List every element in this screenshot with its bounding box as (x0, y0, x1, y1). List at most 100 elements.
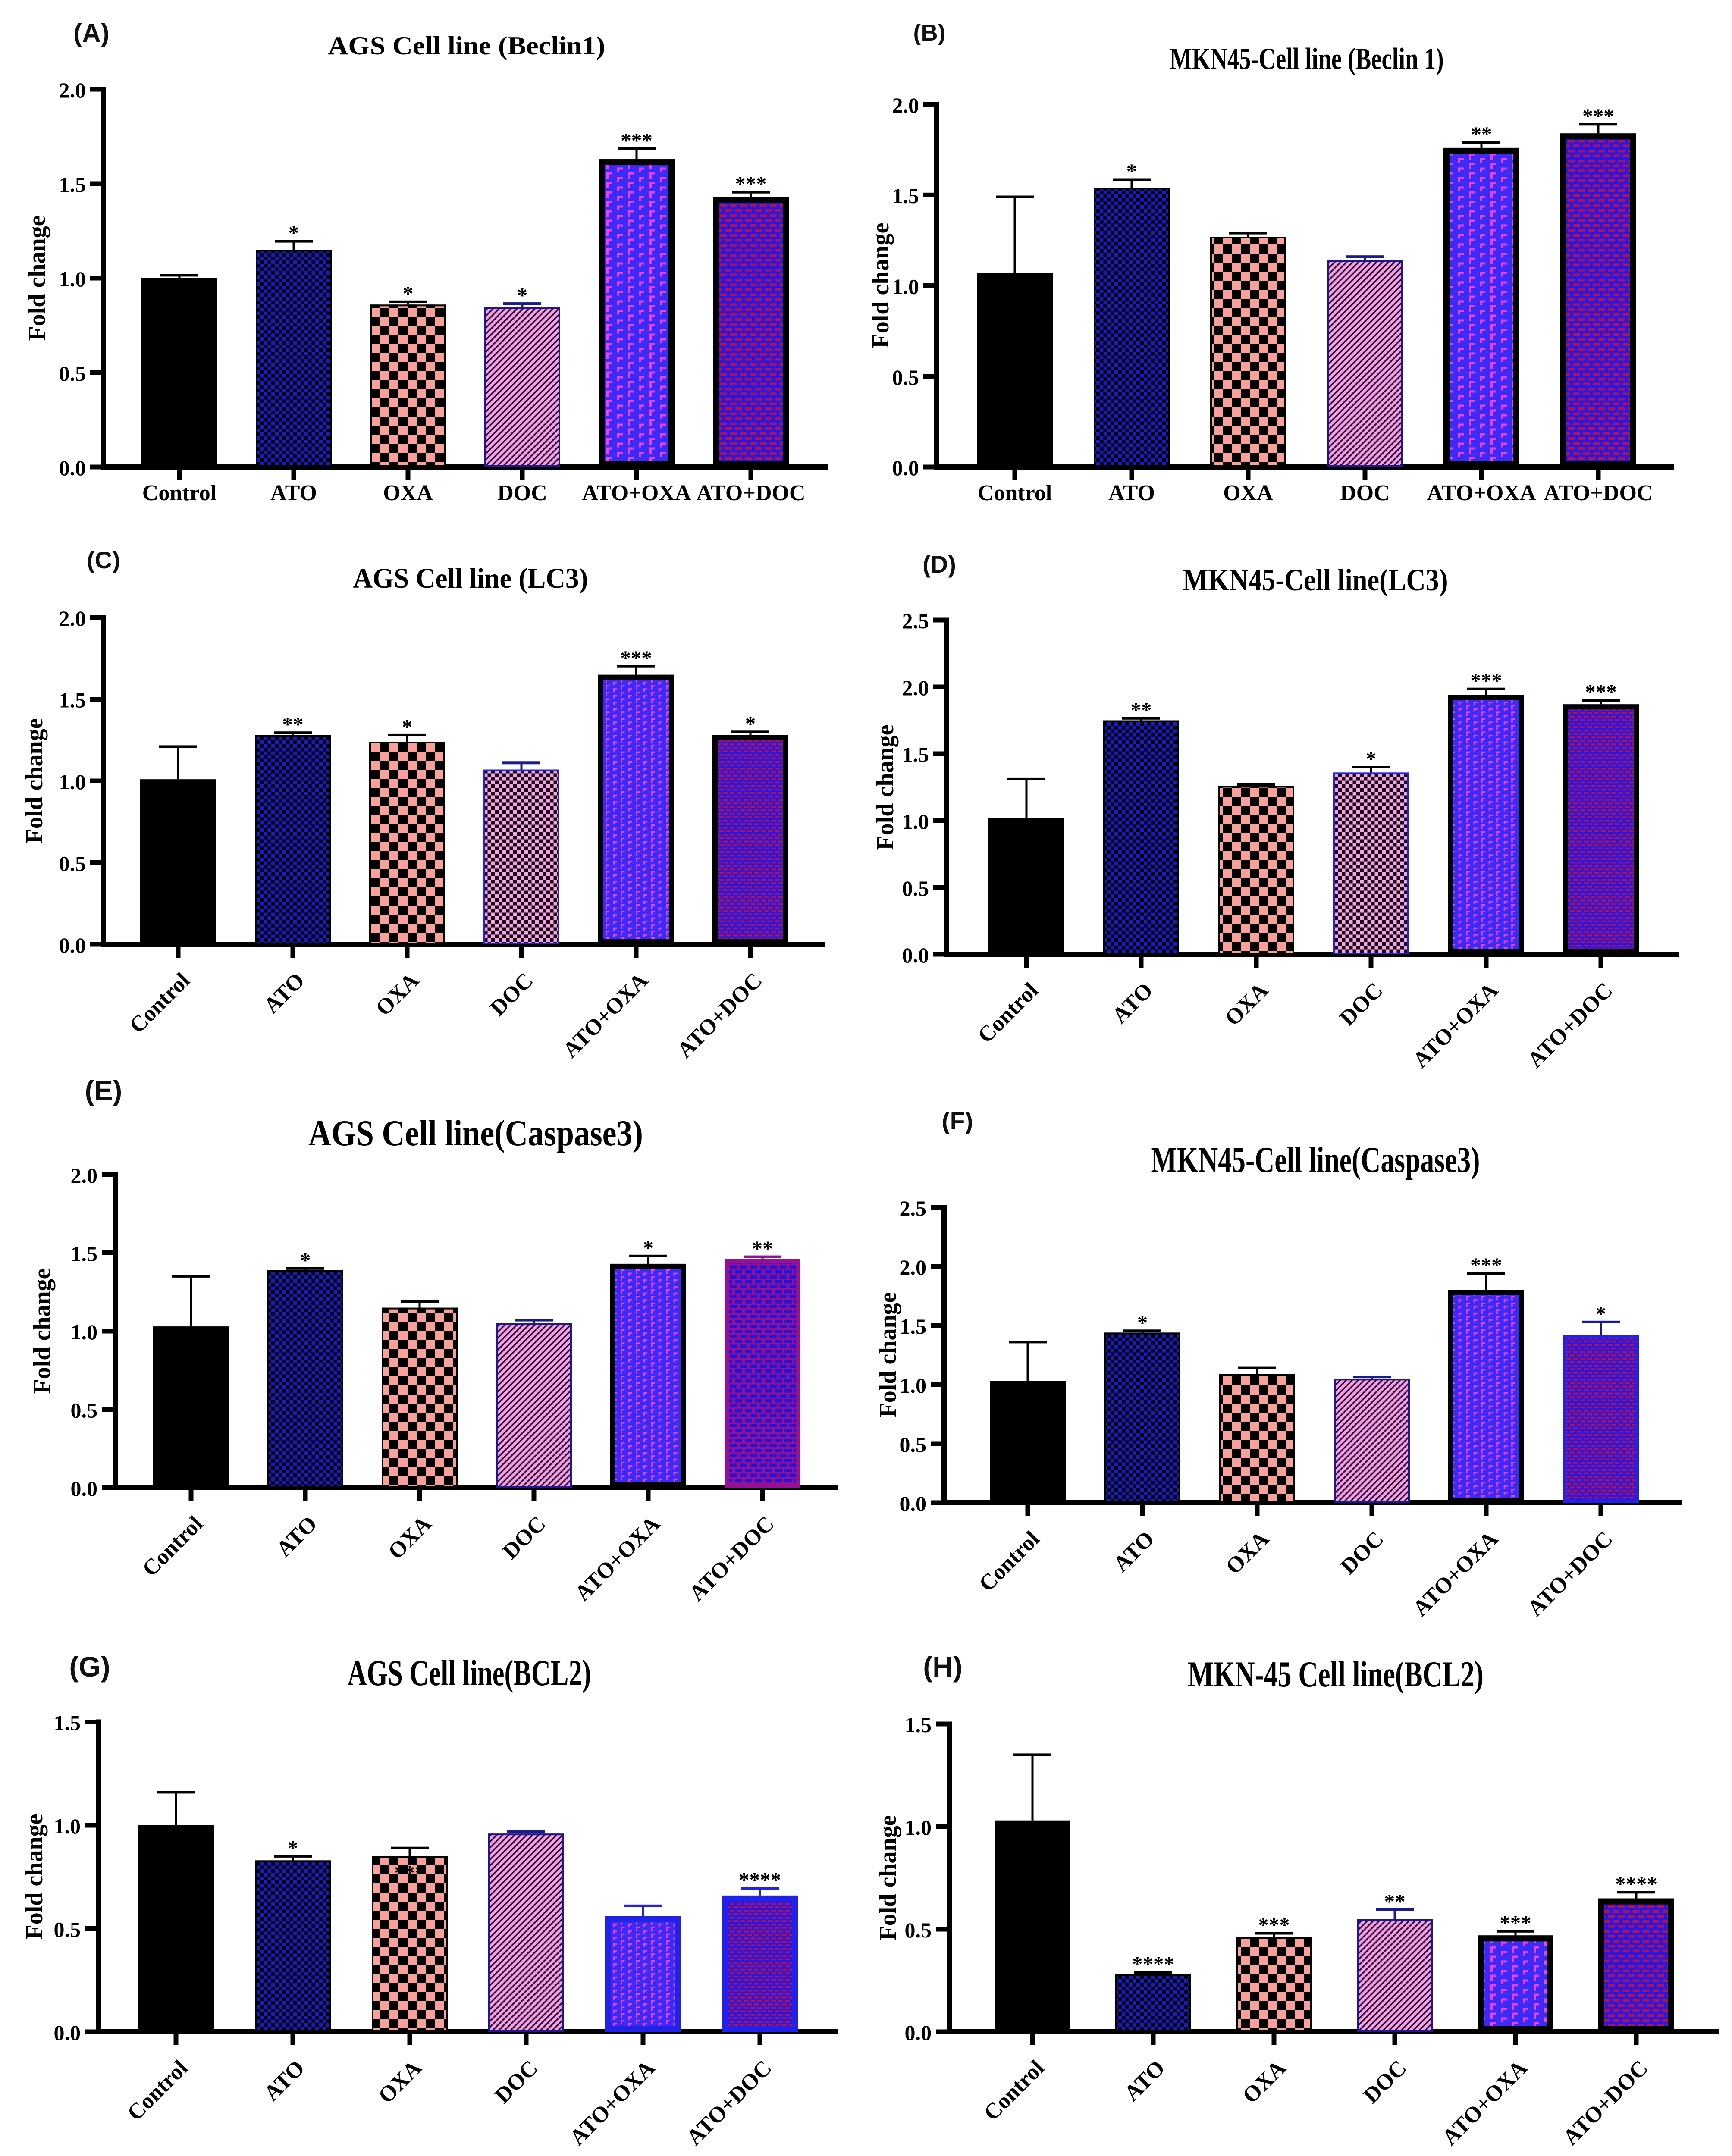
svg-text:1.5: 1.5 (905, 1713, 932, 1737)
svg-text:ATO+DOC: ATO+DOC (1544, 481, 1653, 505)
svg-text:0.5: 0.5 (71, 1398, 98, 1423)
svg-text:ATO+OXA: ATO+OXA (582, 481, 691, 505)
svg-text:2.5: 2.5 (902, 609, 929, 633)
svg-text:**: ** (282, 712, 304, 736)
svg-text:1.0: 1.0 (902, 809, 929, 834)
svg-text:0.5: 0.5 (59, 852, 86, 876)
svg-text:***: *** (1470, 669, 1502, 693)
svg-text:***: *** (1500, 1911, 1531, 1935)
svg-text:1.0: 1.0 (59, 267, 86, 291)
svg-text:0.0: 0.0 (59, 456, 86, 480)
svg-text:DOC: DOC (1340, 481, 1390, 505)
svg-text:****: **** (1132, 1952, 1174, 1976)
svg-text:0.0: 0.0 (902, 943, 929, 967)
svg-text:*: * (517, 283, 528, 307)
svg-text:2.0: 2.0 (900, 1255, 927, 1279)
svg-text:DOC: DOC (497, 481, 547, 505)
svg-text:*: * (289, 221, 299, 245)
svg-text:(C): (C) (87, 546, 120, 573)
svg-text:1.5: 1.5 (902, 743, 929, 767)
svg-text:AGS Cell line(Caspase3): AGS Cell line(Caspase3) (308, 1113, 643, 1153)
svg-text:Fold change: Fold change (867, 223, 894, 348)
svg-text:*: * (300, 1248, 311, 1272)
svg-text:*: * (1126, 160, 1137, 183)
svg-text:***: *** (1470, 1253, 1502, 1277)
svg-text:MKN45-Cell line(LC3): MKN45-Cell line(LC3) (1183, 563, 1448, 597)
svg-text:Fold change: Fold change (29, 1269, 56, 1394)
svg-text:1.0: 1.0 (892, 275, 919, 299)
svg-text:Fold change: Fold change (21, 718, 48, 844)
svg-text:*: * (1137, 1310, 1148, 1334)
svg-text:(F): (F) (942, 1107, 973, 1135)
svg-text:0.0: 0.0 (71, 1476, 98, 1501)
svg-text:Control: Control (142, 481, 216, 505)
svg-text:(E): (E) (85, 1075, 122, 1106)
svg-text:1.5: 1.5 (71, 1242, 98, 1266)
svg-text:Fold change: Fold change (875, 1815, 901, 1941)
svg-text:2.0: 2.0 (892, 93, 919, 117)
svg-text:***: *** (1582, 104, 1614, 128)
svg-text:OXA: OXA (383, 481, 433, 505)
svg-text:***: *** (621, 128, 653, 152)
svg-text:MKN45-Cell line (Beclin 1): MKN45-Cell line (Beclin 1) (1170, 42, 1444, 76)
svg-text:2.0: 2.0 (59, 606, 86, 630)
svg-text:0.0: 0.0 (59, 933, 86, 957)
svg-text:(D): (D) (922, 551, 956, 578)
svg-text:Fold change: Fold change (21, 1814, 48, 1940)
svg-text:0.0: 0.0 (905, 2021, 932, 2045)
svg-text:***: *** (1585, 680, 1617, 704)
svg-text:1.5: 1.5 (59, 688, 86, 712)
svg-text:ATO: ATO (1108, 481, 1155, 505)
svg-text:0.5: 0.5 (59, 361, 86, 385)
svg-text:0.5: 0.5 (892, 365, 919, 389)
svg-text:*: * (643, 1236, 654, 1260)
svg-text:Fold change: Fold change (875, 1292, 901, 1418)
svg-text:2.0: 2.0 (59, 78, 86, 102)
svg-text:Control: Control (978, 481, 1052, 505)
svg-text:(A): (A) (73, 19, 109, 47)
svg-text:Fold change: Fold change (872, 725, 899, 850)
svg-text:*: * (402, 715, 413, 739)
svg-text:Fold change: Fold change (24, 216, 50, 341)
svg-text:**: ** (1131, 698, 1152, 722)
svg-text:0.5: 0.5 (54, 1918, 81, 1942)
svg-text:1.0: 1.0 (71, 1320, 98, 1344)
svg-text:1.5: 1.5 (900, 1314, 927, 1338)
svg-text:1.0: 1.0 (900, 1373, 927, 1398)
svg-text:*: * (1366, 747, 1377, 771)
svg-text:AGS Cell line (Beclin1): AGS Cell line (Beclin1) (328, 31, 606, 60)
svg-text:2.0: 2.0 (71, 1163, 98, 1188)
svg-text:**: ** (1384, 1890, 1406, 1913)
svg-text:(H): (H) (923, 1651, 963, 1683)
svg-text:AGS Cell line (LC3): AGS Cell line (LC3) (353, 563, 588, 594)
svg-text:ATO: ATO (270, 481, 317, 505)
svg-text:***: *** (735, 172, 767, 196)
svg-text:1.5: 1.5 (54, 1711, 81, 1735)
svg-text:1.5: 1.5 (892, 184, 919, 208)
svg-text:AGS Cell line(BCL2): AGS Cell line(BCL2) (348, 1653, 591, 1693)
svg-text:(B): (B) (913, 20, 946, 46)
svg-text:****: **** (1615, 1872, 1657, 1896)
svg-text:0.0: 0.0 (900, 1492, 927, 1516)
svg-text:OXA: OXA (1223, 481, 1273, 505)
svg-text:(G): (G) (69, 1651, 110, 1683)
svg-text:**: ** (752, 1237, 773, 1260)
svg-text:0.0: 0.0 (892, 456, 919, 480)
svg-text:*: * (745, 711, 756, 735)
svg-text:0.5: 0.5 (902, 876, 929, 900)
svg-text:0.5: 0.5 (900, 1432, 927, 1457)
svg-text:1.0: 1.0 (59, 770, 86, 794)
svg-text:**: ** (1471, 122, 1492, 146)
svg-text:2.5: 2.5 (900, 1196, 927, 1220)
svg-text:***: *** (394, 1861, 425, 1884)
svg-text:*: * (288, 1836, 298, 1860)
svg-text:1.0: 1.0 (54, 1814, 81, 1838)
svg-text:2.0: 2.0 (902, 676, 929, 700)
svg-text:ATO+OXA: ATO+OXA (1427, 481, 1536, 505)
svg-text:1.5: 1.5 (59, 172, 86, 197)
svg-text:***: *** (620, 646, 652, 670)
svg-text:****: **** (739, 1868, 781, 1892)
svg-text:0.5: 0.5 (905, 1918, 932, 1942)
svg-text:*: * (1596, 1302, 1606, 1326)
svg-text:MKN-45 Cell line(BCL2): MKN-45 Cell line(BCL2) (1188, 1654, 1484, 1695)
